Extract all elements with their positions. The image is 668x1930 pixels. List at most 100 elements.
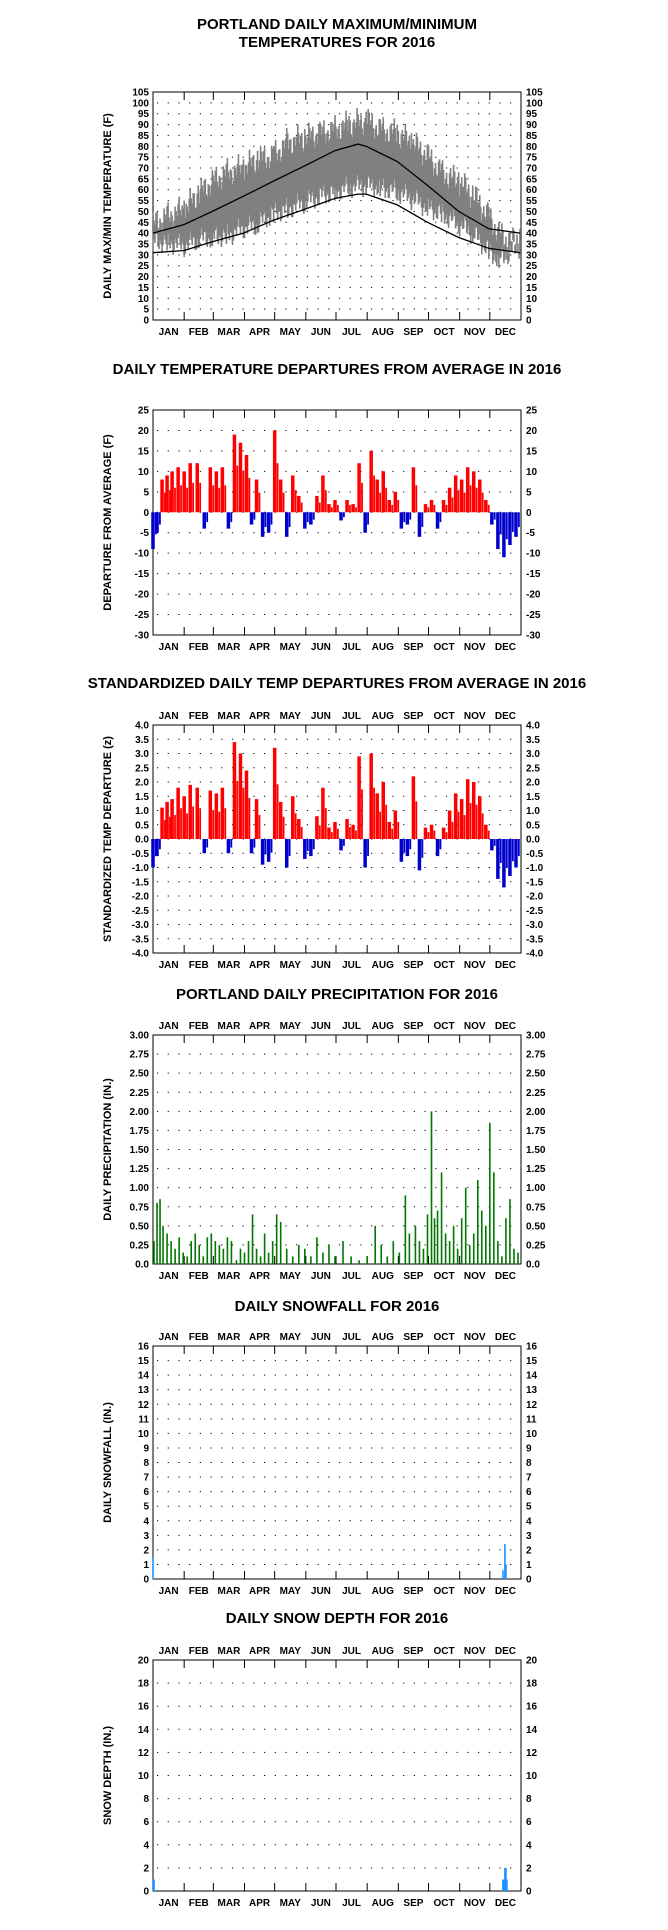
month-label: DEC [495, 1332, 516, 1343]
bar [288, 512, 291, 527]
y-tick-label: 0 [526, 1887, 532, 1898]
month-label: JUN [311, 1332, 331, 1343]
bar [226, 512, 231, 529]
y-tick-label: 16 [138, 1702, 150, 1713]
y-tick-label: 25 [526, 406, 538, 417]
bar [393, 491, 398, 513]
y-tick-label: 4.0 [526, 721, 540, 732]
bar [236, 465, 239, 513]
month-label: JUL [342, 1332, 361, 1343]
bar [374, 1225, 377, 1264]
y-tick-label: 100 [132, 98, 149, 109]
y-tick-label: 4 [526, 1840, 532, 1851]
bar [318, 502, 321, 513]
bar [224, 485, 227, 513]
bar [180, 808, 182, 839]
month-label: FEB [189, 642, 209, 653]
y-tick-label: -1.5 [132, 877, 150, 888]
bar [342, 1241, 344, 1264]
y-tick-label: 100 [526, 98, 543, 109]
bar [155, 512, 159, 533]
month-label: JUL [342, 1646, 361, 1657]
chart-title: DAILY TEMPERATURE DEPARTURES FROM AVERAG… [113, 361, 562, 378]
month-label: MAR [218, 960, 242, 971]
y-tick-label: 50 [138, 207, 150, 218]
bar [264, 839, 267, 855]
y-tick-label: 2.25 [130, 1088, 150, 1099]
bar [480, 1210, 483, 1264]
bar [441, 827, 446, 839]
month-label: OCT [434, 1332, 455, 1343]
y-tick-label: 1 [143, 1560, 149, 1571]
month-label: AUG [372, 1646, 394, 1657]
bar [459, 799, 464, 839]
bar [266, 512, 271, 533]
bar [493, 839, 496, 846]
bar [490, 839, 494, 851]
month-label: JUL [342, 960, 361, 971]
bar [357, 463, 361, 513]
bar [504, 1867, 506, 1891]
month-label: NOV [464, 327, 486, 338]
bar [206, 839, 209, 848]
y-tick-label: 95 [138, 109, 150, 120]
bar [496, 839, 500, 879]
month-label: FEB [189, 1898, 209, 1909]
month-label: FEB [189, 1332, 209, 1343]
bar [439, 839, 442, 850]
bar [417, 839, 422, 871]
bar [451, 821, 454, 839]
bar [343, 512, 345, 518]
y-tick-label: 0 [526, 508, 532, 519]
month-label: JUL [342, 1271, 361, 1282]
bar [422, 1248, 425, 1264]
y-tick-label: 6 [526, 1817, 532, 1828]
bar [497, 1241, 499, 1264]
bar [260, 512, 265, 537]
bar [297, 495, 301, 513]
bar [214, 471, 219, 513]
chart-2: DAILY TEMPERATURE DEPARTURES FROM AVERAG… [102, 361, 561, 653]
bar [248, 477, 251, 513]
bar [440, 1172, 443, 1264]
bar [309, 839, 313, 857]
month-label: JUN [311, 642, 331, 653]
bar [186, 1256, 188, 1264]
bar [369, 753, 373, 839]
bar [513, 1248, 515, 1264]
y-tick-label: 0 [143, 1887, 149, 1898]
month-label: JAN [159, 1898, 179, 1909]
bar [484, 824, 488, 839]
month-label: JUN [311, 711, 331, 722]
y-tick-label: -3.5 [526, 934, 544, 945]
month-label: MAR [218, 327, 242, 338]
bar [304, 1248, 306, 1264]
y-axis-label: DAILY SNOWFALL (IN.) [102, 1402, 114, 1523]
y-tick-label: 8 [143, 1794, 149, 1805]
y-tick-label: 2.5 [135, 763, 149, 774]
month-label: JUN [311, 1898, 331, 1909]
bar [398, 1252, 401, 1264]
y-tick-label: 3 [526, 1531, 532, 1542]
y-tick-label: 18 [138, 1679, 150, 1690]
y-tick-label: 1.25 [526, 1164, 546, 1175]
bar [321, 475, 325, 513]
month-label: APR [249, 1332, 271, 1343]
y-tick-label: -0.5 [526, 849, 544, 860]
y-tick-label: 2.75 [526, 1050, 546, 1061]
bar [478, 796, 482, 839]
plot-frame [152, 1034, 522, 1265]
bar [502, 839, 506, 888]
month-label: SEP [403, 327, 423, 338]
bar [468, 1244, 471, 1264]
bar [214, 1241, 217, 1264]
y-tick-label: 2.50 [526, 1069, 546, 1080]
bar [282, 492, 285, 513]
bar [159, 839, 161, 850]
bar [511, 512, 514, 532]
month-label: FEB [189, 960, 209, 971]
bar [405, 512, 410, 525]
bar [366, 1256, 368, 1264]
bar [220, 467, 225, 513]
y-tick-label: -1.0 [132, 863, 150, 874]
